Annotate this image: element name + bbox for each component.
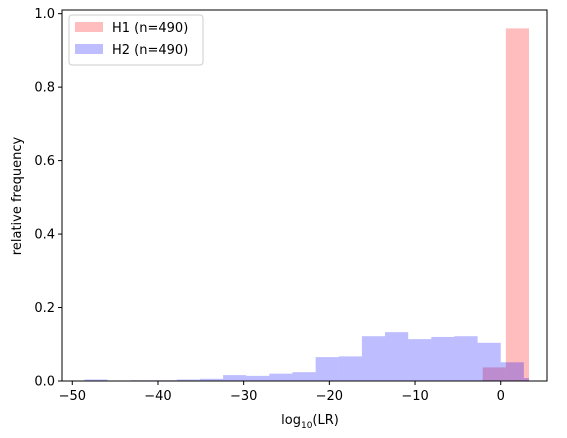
y-tick-label: 0.8 <box>34 81 55 96</box>
bar-h2-16 <box>454 336 478 381</box>
bar-h2-7 <box>246 375 270 381</box>
y-tick-label: 0.2 <box>34 301 55 316</box>
bar-h2-5 <box>199 378 224 381</box>
legend-swatch-h1 <box>75 22 103 32</box>
x-tick-label: −20 <box>316 389 343 404</box>
bar-h2-13 <box>385 332 409 381</box>
bar-h2-14 <box>408 339 432 381</box>
x-tick-label: −10 <box>401 389 428 404</box>
x-tick-label: −30 <box>230 389 257 404</box>
bar-h2-17 <box>477 342 501 381</box>
x-tick-label: −50 <box>59 389 86 404</box>
bar-h2-0 <box>84 379 108 381</box>
series-h2-bars <box>84 332 530 381</box>
bar-h2-10 <box>315 357 339 381</box>
bar-h2-18 <box>500 362 524 381</box>
bar-h2-11 <box>338 356 362 381</box>
legend-frame <box>68 14 204 66</box>
bar-h2-12 <box>361 336 386 381</box>
bar-h2-15 <box>431 336 455 381</box>
y-axis-ticks: 0.0 0.2 0.4 0.6 0.8 1.0 <box>34 7 62 390</box>
x-axis-label: log10(LR) <box>281 413 339 431</box>
bar-h2-4 <box>176 379 200 381</box>
bar-h1-1 <box>482 367 506 381</box>
series-h1-bars <box>482 28 530 382</box>
plot-frame <box>61 9 548 382</box>
y-tick-label: 1.0 <box>34 7 55 22</box>
x-tick-label: −40 <box>144 389 171 404</box>
bar-h2-6 <box>223 375 247 381</box>
x-tick-label: 0 <box>497 389 505 404</box>
x-axis-ticks: −50 −40 −30 −20 −10 0 <box>59 381 505 404</box>
legend: H1 (n=490) H2 (n=490) <box>68 14 204 66</box>
y-tick-label: 0.4 <box>34 228 55 243</box>
legend-swatch-h2 <box>75 44 103 54</box>
legend-label-h1: H1 (n=490) <box>112 21 188 36</box>
y-axis-label: relative frequency <box>10 137 25 256</box>
bar-h2-19 <box>523 378 530 381</box>
y-tick-label: 0.6 <box>34 154 55 169</box>
legend-label-h2: H2 (n=490) <box>112 43 188 58</box>
bar-h2-8 <box>269 373 293 381</box>
bar-h1-0 <box>505 28 530 382</box>
y-tick-label: 0.0 <box>34 375 55 390</box>
bar-h2-9 <box>292 372 316 381</box>
